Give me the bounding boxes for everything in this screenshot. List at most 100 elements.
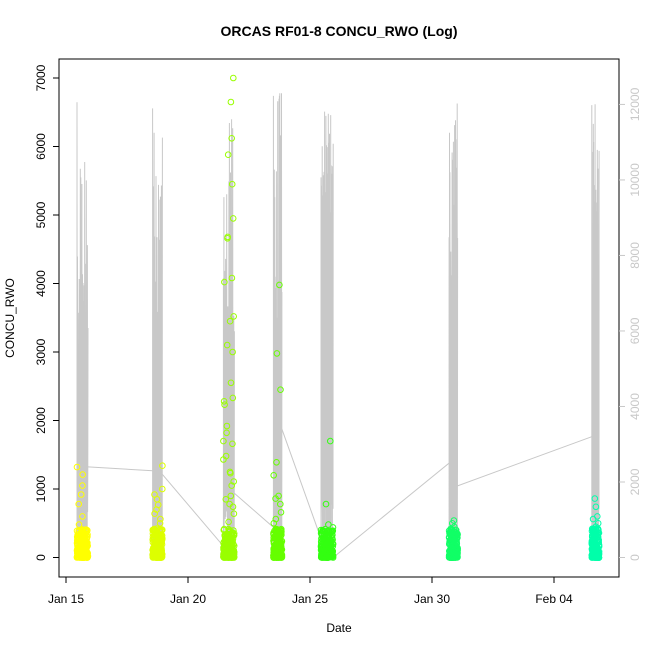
x-tick-label: Feb 04	[535, 592, 573, 606]
data-point	[276, 281, 283, 289]
point-series	[73, 74, 603, 561]
data-point	[157, 515, 164, 523]
data-point	[223, 429, 230, 437]
data-point	[319, 527, 326, 535]
y-axis: 0 1000 2000 3000 4000 5000 6000 7000	[34, 64, 59, 561]
data-point	[220, 456, 227, 463]
data-point	[276, 543, 284, 550]
data-point	[75, 551, 83, 558]
data-point	[454, 534, 461, 542]
data-point	[151, 510, 158, 518]
data-point	[230, 313, 237, 320]
data-point	[229, 394, 237, 402]
secondary-line-series	[76, 93, 600, 559]
data-point	[277, 509, 285, 516]
data-point	[592, 503, 600, 511]
data-point	[591, 495, 599, 502]
data-point	[230, 74, 237, 82]
data-point	[80, 544, 88, 551]
data-point	[228, 135, 235, 142]
data-point	[272, 495, 279, 502]
data-point	[79, 482, 86, 489]
data-point	[82, 537, 89, 544]
x-tick-label: Jan 20	[170, 592, 206, 606]
data-point	[220, 398, 228, 405]
data-point	[274, 535, 281, 543]
data-point	[222, 496, 230, 503]
data-point	[150, 527, 158, 535]
data-point	[225, 525, 232, 533]
data-point	[77, 491, 85, 498]
data-point	[150, 551, 157, 559]
data-point	[227, 553, 234, 561]
data-point	[590, 535, 598, 542]
flight-line-RF04	[272, 93, 283, 557]
data-point	[76, 535, 83, 543]
data-point	[226, 317, 234, 325]
data-point	[155, 539, 162, 546]
data-point	[224, 235, 231, 242]
x-axis-label: Date	[326, 621, 352, 635]
data-point	[278, 528, 285, 535]
data-point	[229, 215, 237, 222]
y-tick-label: 2000	[34, 407, 48, 434]
data-point	[74, 549, 81, 557]
data-point	[81, 530, 88, 537]
x-axis: Jan 15 Jan 20 Jan 25 Jan 30 Feb 04	[48, 577, 573, 606]
y2-tick-label: 6000	[628, 317, 642, 344]
data-point	[230, 510, 238, 518]
y2-tick-label: 8000	[628, 242, 642, 269]
y-tick-label: 4000	[34, 270, 48, 297]
data-point	[327, 437, 334, 445]
data-point	[446, 551, 453, 558]
flight-line-RF06	[448, 103, 459, 558]
data-point	[74, 536, 82, 544]
y-tick-label: 1000	[34, 475, 48, 502]
data-point	[276, 547, 284, 555]
y2-tick-label: 4000	[628, 393, 642, 420]
data-point	[82, 540, 89, 548]
flight-line-RF01	[76, 102, 89, 558]
secondary-y-axis: 0 2000 4000 6000 8000 10000 12000	[619, 87, 642, 561]
data-point	[276, 526, 284, 534]
data-point	[589, 515, 597, 523]
data-point	[153, 528, 161, 536]
y2-tick-label: 12000	[628, 87, 642, 121]
data-point	[446, 540, 453, 548]
data-point	[159, 462, 166, 470]
data-point	[588, 525, 596, 533]
y2-tick-label: 10000	[628, 163, 642, 197]
data-point	[277, 500, 284, 508]
data-point	[230, 478, 237, 485]
data-point	[225, 518, 232, 526]
y2-tick-label: 0	[628, 554, 642, 561]
flight-points-RF06	[445, 517, 461, 561]
y-axis-label: CONCU_RWO	[3, 278, 17, 358]
data-point	[447, 537, 455, 545]
flight-line-RF02	[152, 108, 163, 557]
data-point	[273, 350, 281, 357]
data-point	[156, 520, 164, 527]
data-point	[229, 440, 236, 448]
flight-points-RF01	[73, 463, 92, 561]
data-point	[278, 554, 286, 561]
flight-points-RF04	[270, 281, 286, 561]
data-point	[223, 533, 230, 541]
data-point	[75, 500, 82, 508]
data-point	[324, 534, 331, 542]
flight-points-RF05	[317, 437, 337, 561]
y-tick-label: 0	[34, 554, 48, 561]
data-point	[220, 437, 227, 445]
flight-points-RF07	[588, 495, 603, 561]
data-point	[159, 485, 166, 493]
data-point	[150, 534, 158, 541]
data-point	[79, 471, 86, 478]
y-tick-label: 6000	[34, 133, 48, 160]
data-point	[223, 422, 231, 430]
data-point	[158, 526, 166, 534]
data-point	[226, 546, 234, 553]
data-point	[270, 472, 278, 479]
data-point	[322, 500, 330, 508]
data-point	[223, 341, 231, 349]
